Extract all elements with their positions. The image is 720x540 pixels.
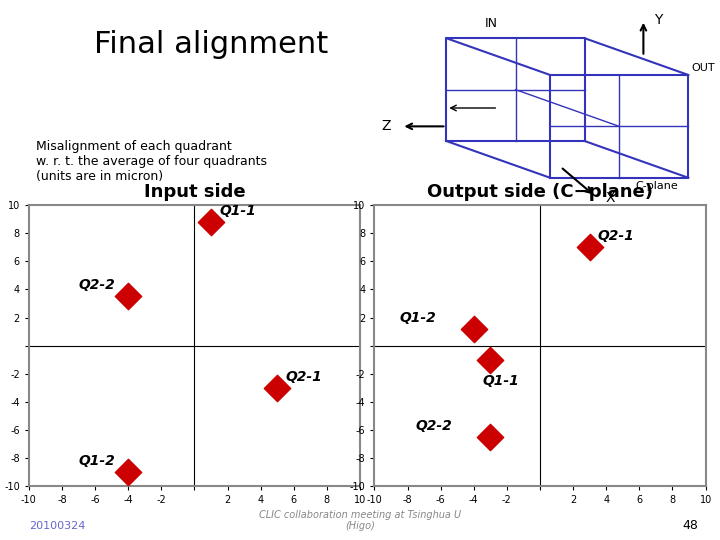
Text: C-plane: C-plane xyxy=(635,181,678,191)
Text: Q2-2: Q2-2 xyxy=(78,278,115,292)
Text: Q1-2: Q1-2 xyxy=(78,454,115,468)
Title: Input side: Input side xyxy=(143,183,246,201)
Point xyxy=(271,383,283,392)
Text: Q2-1: Q2-1 xyxy=(598,229,635,243)
Text: Final alignment: Final alignment xyxy=(94,30,328,59)
Text: Misalignment of each quadrant
w. r. t. the average of four quadrants
(units are : Misalignment of each quadrant w. r. t. t… xyxy=(36,140,267,184)
Point xyxy=(485,355,496,364)
Text: Q1-2: Q1-2 xyxy=(399,310,436,325)
Text: Q2-1: Q2-1 xyxy=(285,369,323,383)
Text: Q2-2: Q2-2 xyxy=(416,418,453,433)
Point xyxy=(468,325,480,333)
Text: Q1-1: Q1-1 xyxy=(220,204,256,218)
Text: Z: Z xyxy=(382,119,391,133)
Point xyxy=(485,433,496,441)
Text: Y: Y xyxy=(654,13,662,27)
Text: 48: 48 xyxy=(683,519,698,532)
Point xyxy=(584,243,595,252)
Point xyxy=(122,468,134,476)
Point xyxy=(122,292,134,301)
Text: IN: IN xyxy=(485,17,498,30)
Title: Output side (C−plane): Output side (C−plane) xyxy=(427,183,653,201)
Text: 20100324: 20100324 xyxy=(29,521,85,531)
Text: OUT: OUT xyxy=(692,63,716,73)
Text: Q1-1: Q1-1 xyxy=(482,374,519,388)
Text: X: X xyxy=(606,191,615,205)
Point xyxy=(205,218,217,226)
Text: CLIC collaboration meeting at Tsinghua U
(Higo): CLIC collaboration meeting at Tsinghua U… xyxy=(259,510,461,531)
